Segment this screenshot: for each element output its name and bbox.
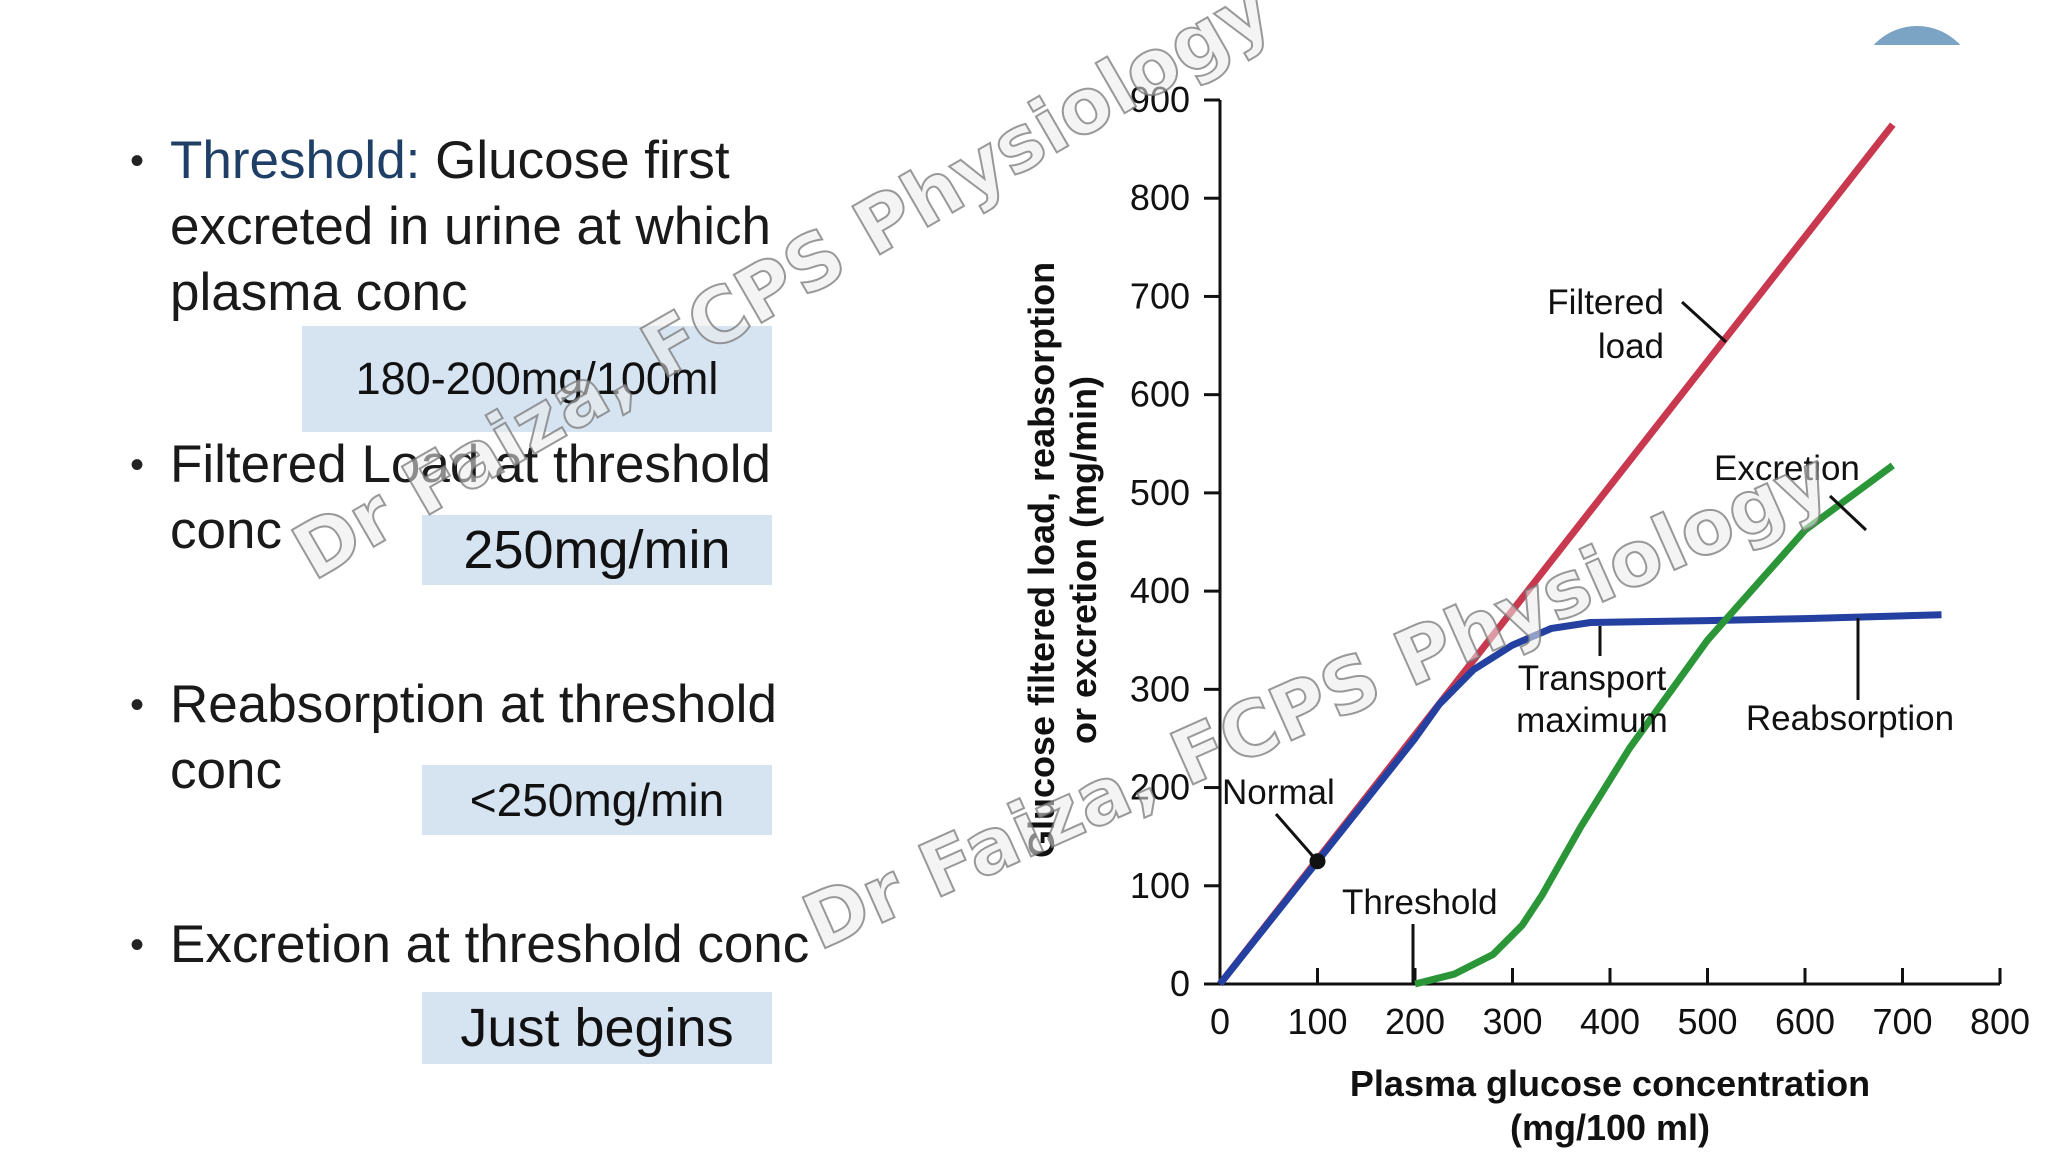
normal-leader — [1274, 813, 1320, 863]
bullet-threshold: • Threshold: Glucose first excreted in u… — [130, 128, 771, 326]
annotation-threshold: Threshold — [1342, 883, 1498, 922]
bullet-text: Glucose first — [420, 131, 730, 190]
x-axis-label: Plasma glucose concentration — [1350, 1063, 1870, 1104]
y-tick-label: 800 — [1130, 177, 1190, 218]
x-axis-label-units: (mg/100 ml) — [1510, 1107, 1710, 1148]
annotation-filtered-load: Filtered — [1547, 283, 1664, 322]
bullet-text: excreted in urine at which — [170, 197, 771, 256]
x-tick-label: 800 — [1970, 1001, 2030, 1042]
bullet-text: plasma conc — [170, 263, 468, 322]
bullet-dot: • — [130, 683, 145, 727]
x-tick-label: 400 — [1580, 1001, 1640, 1042]
annotation-excretion: Excretion — [1714, 449, 1860, 488]
x-tick-label: 700 — [1872, 1001, 1932, 1042]
series-line-excretion — [1414, 462, 1895, 988]
excretion-leader — [1828, 494, 1868, 532]
y-tick-label: 0 — [1170, 963, 1190, 1004]
answer-threshold: 180-200mg/100ml — [302, 326, 772, 432]
y-tick-label: 400 — [1130, 570, 1190, 611]
x-tick-label: 500 — [1677, 1001, 1737, 1042]
bullet-text: conc — [170, 501, 282, 560]
x-tick-label: 100 — [1287, 1001, 1347, 1042]
bullet-excretion: • Excretion at threshold conc — [130, 912, 809, 978]
annotation-normal: Normal — [1222, 773, 1335, 812]
bullet-reabsorption: • Reabsorption at threshold conc — [130, 672, 777, 804]
x-tick-label: 300 — [1482, 1001, 1542, 1042]
x-tick-label: 0 — [1210, 1001, 1230, 1042]
bullet-text: Excretion at threshold conc — [170, 915, 810, 974]
bullet-dot: • — [130, 443, 145, 487]
annotation-transport-maximum: maximum — [1516, 701, 1668, 740]
y-tick-label: 700 — [1130, 275, 1190, 316]
y-tick-label: 900 — [1130, 79, 1190, 120]
term-threshold: Threshold: — [170, 131, 421, 190]
bullet-dot: • — [130, 923, 145, 967]
y-tick-label: 500 — [1130, 472, 1190, 513]
annotation-transport-maximum: Transport — [1518, 659, 1667, 698]
x-tick-label: 200 — [1385, 1001, 1445, 1042]
bullet-dot: • — [130, 139, 145, 183]
answer-filtered-load: 250mg/min — [422, 515, 772, 585]
bullet-text: Reabsorption at threshold — [170, 675, 777, 734]
annotation-filtered-load: load — [1598, 327, 1664, 366]
y-axis-label-line2: or excretion (mg/min) — [1063, 376, 1104, 744]
x-tick-label: 600 — [1775, 1001, 1835, 1042]
y-tick-label: 100 — [1130, 865, 1190, 906]
filtered-load-leader — [1680, 300, 1728, 344]
bullet-text: Filtered Load at threshold — [170, 435, 772, 494]
answer-excretion: Just begins — [422, 992, 772, 1064]
y-tick-label: 200 — [1130, 767, 1190, 808]
answer-reabsorption: <250mg/min — [422, 765, 772, 835]
bullet-text: conc — [170, 741, 282, 800]
y-axis-label: Glucose filtered load, reabsorption — [1021, 262, 1062, 858]
y-tick-label: 600 — [1130, 374, 1190, 415]
bullet-filtered-load: • Filtered Load at threshold conc — [130, 432, 771, 564]
y-tick-label: 300 — [1130, 668, 1190, 709]
annotation-reabsorption: Reabsorption — [1746, 699, 1954, 738]
series-line-reabsorption — [1217, 611, 1942, 987]
